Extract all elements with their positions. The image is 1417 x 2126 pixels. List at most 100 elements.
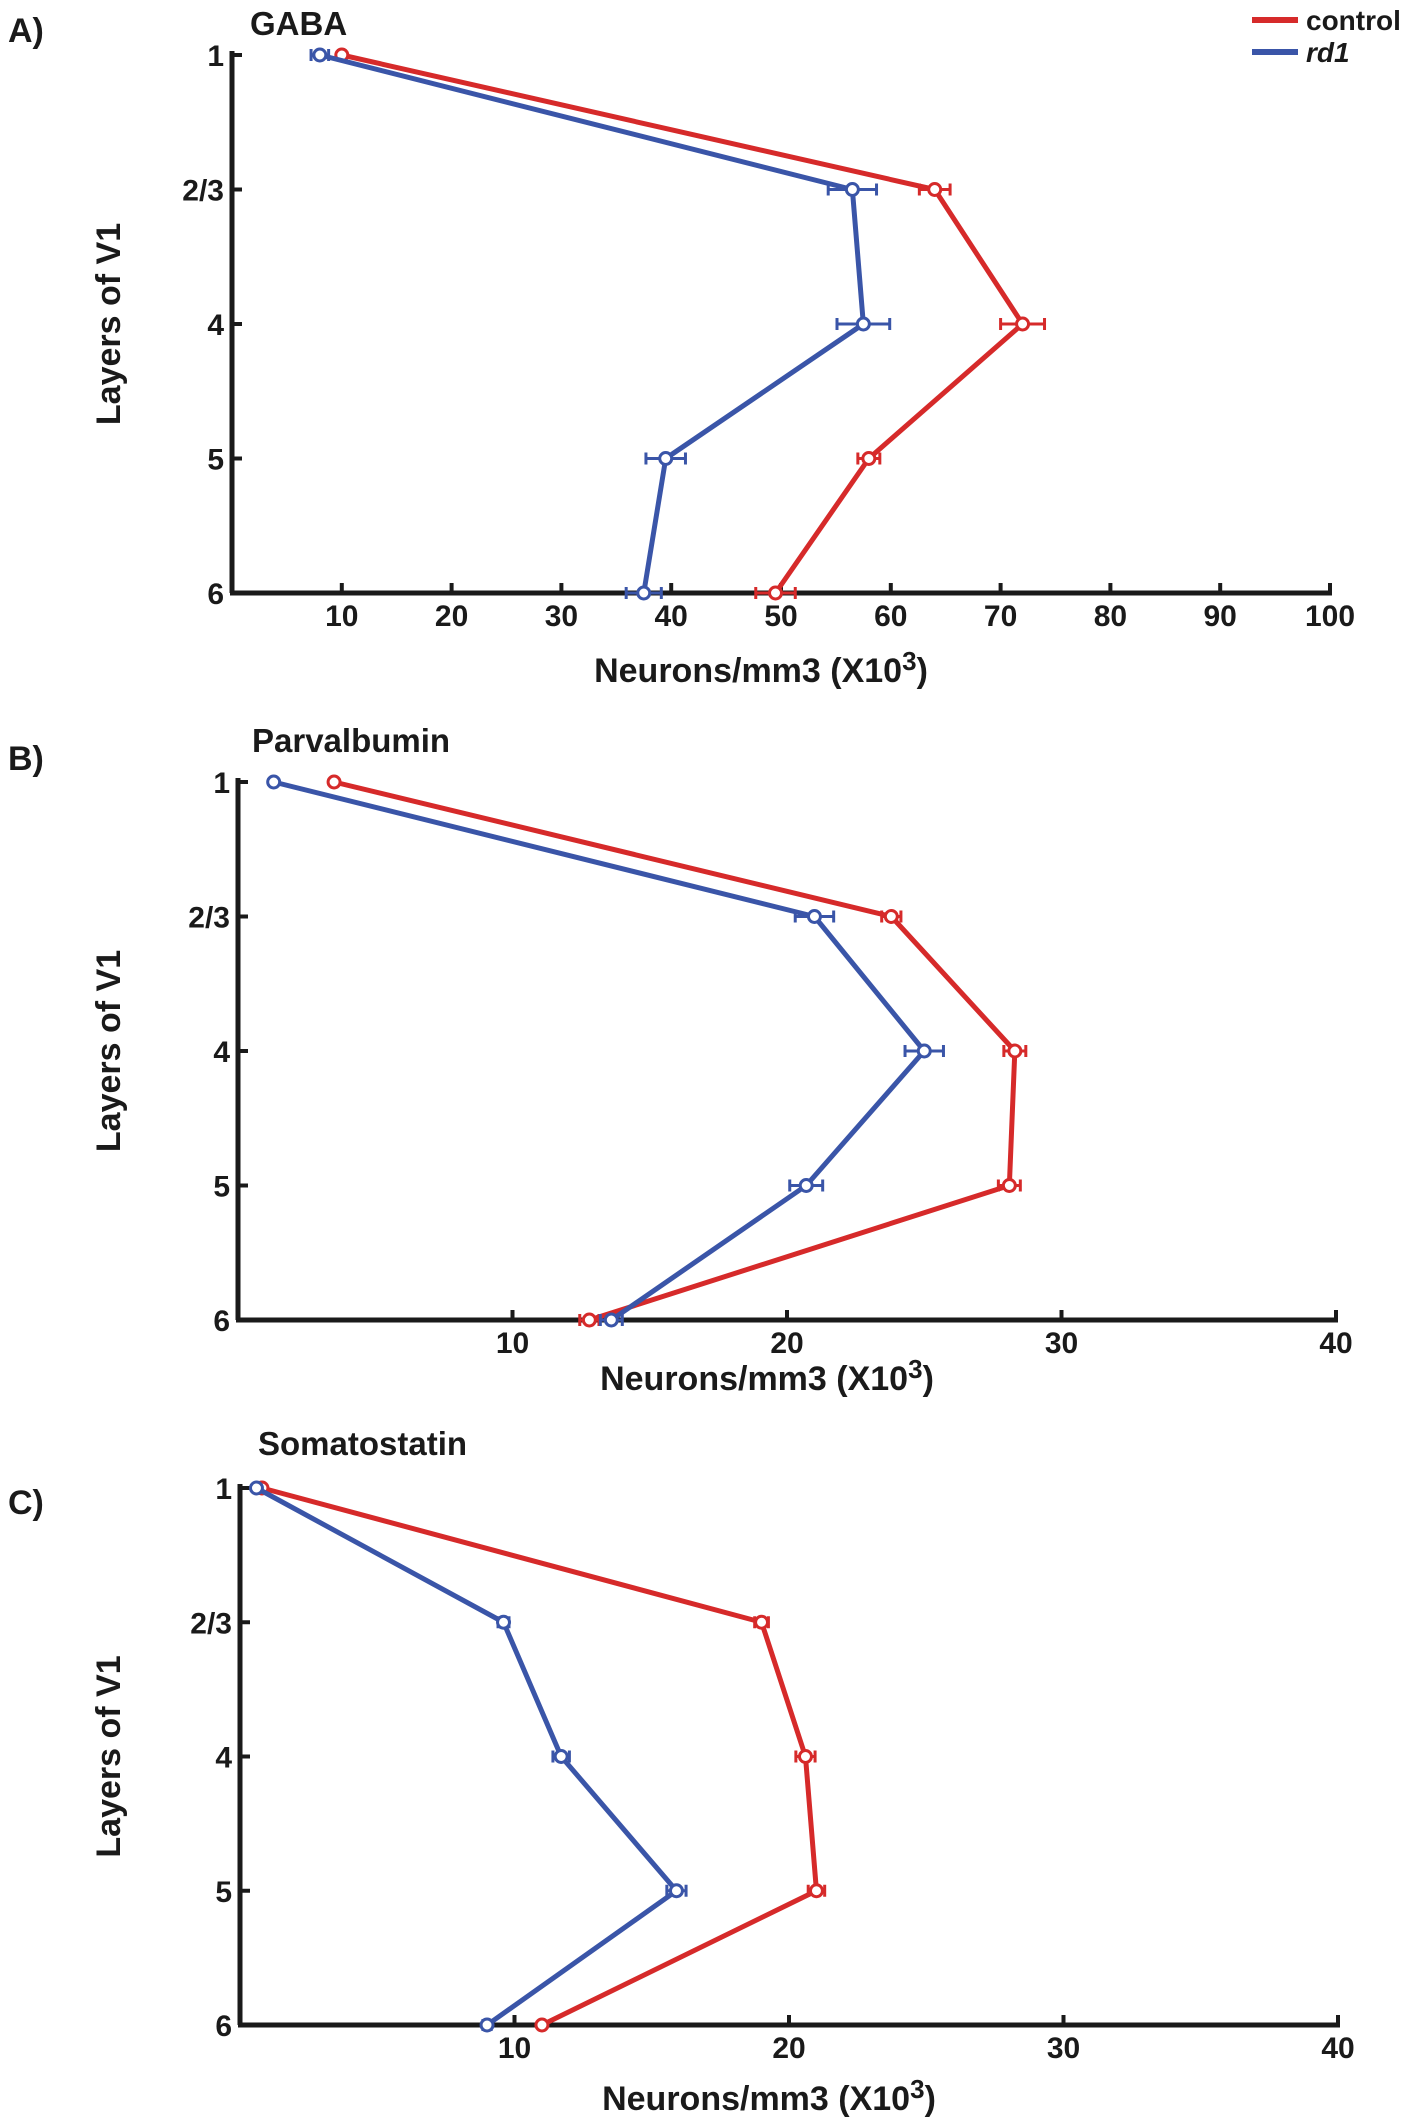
x-tick-label: 100: [1305, 600, 1355, 633]
panel-label: C): [8, 1484, 44, 1522]
y-tick-label: 2/3: [182, 175, 224, 208]
x-axis-label-main: Neurons/mm3 (X10: [602, 2080, 910, 2118]
x-tick-label: 20: [772, 2032, 805, 2065]
data-point-control: [861, 451, 877, 466]
x-axis-label: Neurons/mm3 (X103): [602, 2074, 936, 2118]
chart-parvalbumin: B) Parvalbumin 1 2/3 4 5 6 10 20 30 40 Layers of V1…: [8, 722, 1353, 1398]
data-point-rd1: [806, 909, 822, 924]
y-tick-label: 4: [215, 1742, 232, 1775]
data-point-control: [1001, 1178, 1017, 1193]
x-tick-label: 40: [1319, 1327, 1352, 1360]
x-tick-label: 80: [1094, 600, 1127, 633]
data-point-control: [808, 1883, 824, 1899]
data-point-control: [754, 1614, 770, 1630]
data-point-rd1: [553, 1749, 569, 1764]
legend-label-rd1: rd1: [1306, 37, 1350, 68]
x-axis-label: Neurons/mm3 (X103): [600, 1354, 934, 1398]
data-point-rd1: [798, 1178, 814, 1193]
data-point-rd1: [844, 182, 860, 197]
y-tick-label: 4: [207, 309, 224, 342]
y-tick-label: 2/3: [190, 1607, 232, 1640]
data-point-control: [1015, 316, 1031, 332]
x-tick-label: 10: [498, 2032, 531, 2065]
y-axis-label: Layers of V1: [90, 223, 128, 425]
series-rd1: [309, 47, 892, 601]
x-tick-label: 10: [325, 600, 358, 633]
data-point-control: [326, 774, 342, 790]
y-tick-label: 5: [215, 1876, 232, 1909]
x-axis-label-superscript: 3: [908, 1354, 922, 1384]
y-tick-label: 1: [207, 40, 224, 73]
chart-somatostatin: C) Somatostatin 1 2/3 4 5 6 10 20 30 40 Layers of V…: [8, 1425, 1355, 2118]
series-line-control: [341, 52, 1026, 595]
series-line-rd1: [273, 779, 927, 1323]
chart-title: GABA: [250, 5, 347, 42]
data-point-rd1: [496, 1614, 512, 1630]
y-tick-label: 6: [207, 578, 224, 611]
x-axis-label-close: ): [917, 652, 928, 690]
y-tick-label: 6: [215, 2010, 232, 2043]
chart-title: Parvalbumin: [252, 722, 450, 759]
data-point-rd1: [668, 1883, 684, 1899]
chart-title: Somatostatin: [258, 1425, 467, 1462]
series-control: [254, 1480, 827, 2033]
x-tick-label: 30: [545, 600, 578, 633]
x-axis-label-close: ): [923, 1360, 934, 1398]
data-point-rd1: [658, 451, 674, 466]
panel-label: B): [8, 740, 44, 778]
x-tick-label: 40: [1321, 2032, 1354, 2065]
data-point-rd1: [916, 1043, 932, 1059]
data-point-rd1: [636, 585, 652, 601]
x-axis-label-main: Neurons/mm3 (X10: [600, 1360, 908, 1398]
legend-label-control: control: [1306, 5, 1401, 36]
x-tick-label: 20: [770, 1327, 803, 1360]
x-tick-label: 90: [1204, 600, 1237, 633]
data-point-rd1: [603, 1312, 619, 1328]
series-control: [334, 47, 1047, 601]
data-point-control: [1007, 1043, 1023, 1059]
x-axis-label-close: ): [925, 2080, 936, 2118]
series-line-control: [261, 1485, 819, 2028]
y-tick-label: 1: [215, 1473, 232, 1506]
x-axis-label-superscript: 3: [902, 646, 916, 676]
series-line-rd1: [255, 1485, 679, 2028]
series-rd1: [266, 774, 945, 1328]
x-tick-label: 40: [655, 600, 688, 633]
y-tick-label: 5: [207, 444, 224, 477]
series-line-rd1: [319, 52, 866, 594]
y-tick-label: 4: [213, 1036, 230, 1069]
y-axis-label: Layers of V1: [90, 1655, 128, 1857]
data-point-rd1: [855, 316, 871, 332]
data-point-control: [581, 1312, 597, 1328]
y-tick-label: 1: [213, 767, 230, 800]
data-point-rd1: [266, 774, 282, 790]
series-rd1: [248, 1480, 688, 2033]
data-point-control: [797, 1749, 813, 1764]
data-point-control: [927, 182, 943, 197]
x-tick-label: 20: [435, 600, 468, 633]
series-control: [326, 774, 1028, 1328]
x-tick-label: 10: [496, 1327, 529, 1360]
x-axis-label: Neurons/mm3 (X103): [594, 646, 928, 690]
x-tick-label: 30: [1045, 1327, 1078, 1360]
y-tick-label: 6: [213, 1305, 230, 1338]
x-axis-label-main: Neurons/mm3 (X10: [594, 652, 902, 690]
data-point-rd1: [479, 2017, 495, 2033]
x-tick-label: 60: [874, 600, 907, 633]
x-tick-label: 70: [984, 600, 1017, 633]
x-tick-label: 50: [764, 600, 797, 633]
x-axis-label-superscript: 3: [910, 2074, 924, 2104]
x-tick-label: 30: [1047, 2032, 1080, 2065]
data-point-rd1: [248, 1480, 264, 1496]
y-tick-label: 2/3: [188, 902, 230, 935]
chart-gaba: A) GABA 1 2/3 4 5 6 10 20 30 40 50 60 70 80 90 100 Layers…: [8, 5, 1355, 690]
data-point-rd1: [312, 47, 328, 63]
data-point-control: [534, 2017, 550, 2033]
y-axis-label: Layers of V1: [90, 950, 128, 1152]
data-point-control: [883, 909, 899, 924]
data-point-control: [768, 585, 784, 601]
y-tick-label: 5: [213, 1171, 230, 1204]
panel-label: A): [8, 12, 44, 50]
